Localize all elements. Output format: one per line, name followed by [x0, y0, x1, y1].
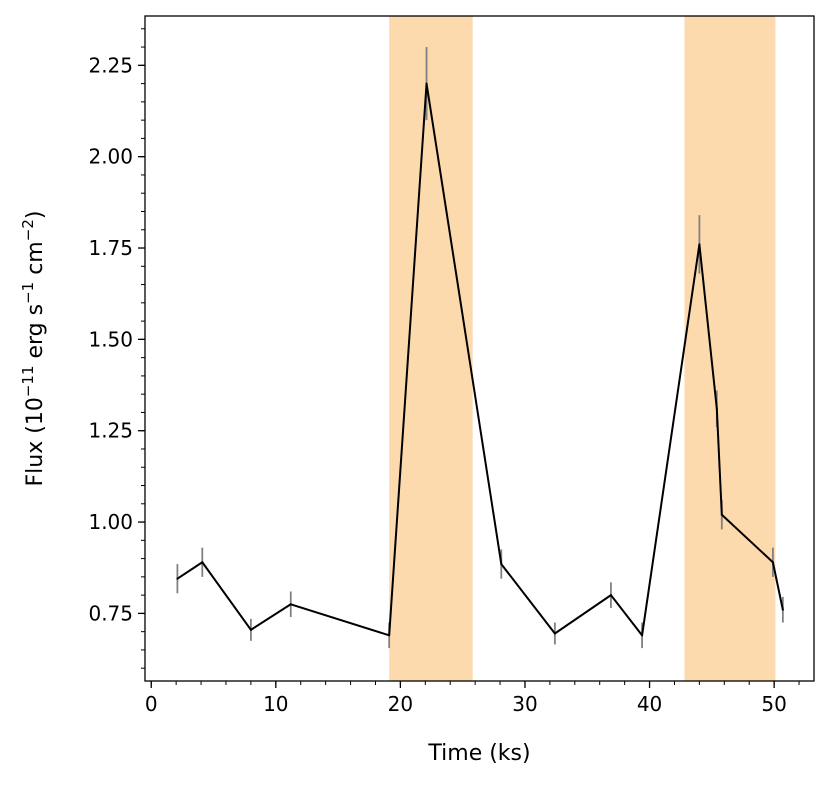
plot-frame	[144, 15, 815, 682]
y-tick-labels: 0.75 1.00 1.25 1.50 1.75 2.00 2.25	[88, 53, 133, 625]
highlight-region-2	[684, 16, 776, 681]
data-point	[720, 513, 723, 516]
data-point	[771, 561, 774, 564]
x-tick-labels: 0 10 20 30 40 50	[145, 692, 787, 716]
y-axis-label-middle: erg s	[23, 304, 48, 366]
data-point	[641, 634, 644, 637]
y-tick-label: 1.25	[88, 419, 133, 443]
data-point	[289, 603, 292, 606]
y-axis-label-exp1: −11	[19, 366, 37, 398]
x-tick-label: 50	[761, 692, 786, 716]
x-tick-label: 10	[263, 692, 288, 716]
x-tick-label: 0	[145, 692, 158, 716]
y-tick-label: 0.75	[88, 601, 133, 625]
y-axis-label-prefix: Flux (10	[23, 397, 48, 486]
y-axis-label-exp2: −1	[19, 282, 37, 304]
major-ticks	[138, 64, 775, 688]
y-axis-label: Flux (10−11 erg s−1 cm−2)	[19, 211, 48, 487]
data-point	[781, 608, 784, 611]
y-axis-label-middle2: cm	[23, 241, 48, 282]
data-series	[176, 82, 784, 637]
x-axis-label: Time (ks)	[427, 741, 530, 766]
x-tick-label: 40	[637, 692, 662, 716]
data-point	[715, 407, 718, 410]
y-tick-label: 2.25	[88, 53, 133, 77]
data-point	[500, 563, 503, 566]
data-point	[698, 243, 701, 246]
data-point	[249, 628, 252, 631]
data-point	[553, 632, 556, 635]
y-axis-label-suffix: )	[23, 211, 48, 220]
data-point	[201, 561, 204, 564]
y-tick-label: 1.75	[88, 236, 133, 260]
highlight-regions	[389, 16, 776, 681]
data-point	[609, 594, 612, 597]
y-tick-label: 1.00	[88, 510, 133, 534]
data-point	[176, 577, 179, 580]
highlight-region-1	[389, 16, 473, 681]
data-point	[388, 634, 391, 637]
y-tick-label: 1.50	[88, 327, 133, 351]
y-axis-label-exp3: −2	[19, 219, 37, 241]
x-tick-label: 30	[512, 692, 537, 716]
x-tick-label: 20	[388, 692, 413, 716]
data-point	[425, 82, 428, 85]
y-tick-label: 2.00	[88, 145, 133, 169]
